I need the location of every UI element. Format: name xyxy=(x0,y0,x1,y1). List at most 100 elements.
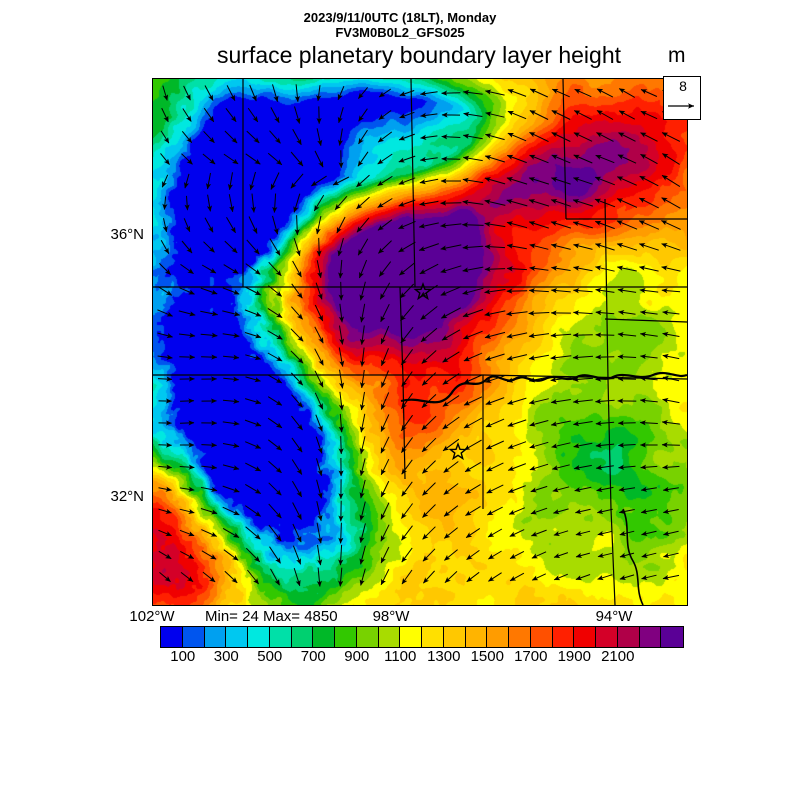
wind-vector-arrow xyxy=(338,544,344,566)
wind-vector-arrow xyxy=(484,155,505,163)
wind-vector-arrow xyxy=(311,175,327,187)
wind-vector-arrow xyxy=(267,352,283,362)
colorbar-tick: 1500 xyxy=(470,648,504,665)
wind-vector-arrow xyxy=(223,354,240,360)
colorbar-segment xyxy=(596,627,618,647)
colorbar-segment xyxy=(204,627,227,647)
wind-vector-arrow xyxy=(597,552,613,558)
wind-vector-arrow xyxy=(380,392,390,410)
wind-vector-arrow xyxy=(617,332,637,338)
wind-vector-arrow xyxy=(639,265,659,272)
wind-vector-arrow xyxy=(509,572,525,582)
wind-vector-arrow xyxy=(380,480,390,498)
wind-vector-arrow xyxy=(661,243,681,251)
wind-vector-arrow xyxy=(378,240,392,254)
wind-vector-arrow xyxy=(339,369,345,389)
wind-vector-arrow xyxy=(486,506,503,516)
wind-vector-arrow xyxy=(574,486,592,493)
wind-vector-arrow xyxy=(551,464,570,471)
wind-vector-arrow xyxy=(246,130,260,144)
colorbar[interactable] xyxy=(160,626,684,648)
wind-vector-arrow xyxy=(465,483,481,495)
wind-vector-arrow xyxy=(661,174,681,188)
wind-vector-arrow xyxy=(314,326,324,344)
wind-vector-arrow xyxy=(465,505,481,517)
wind-vector-arrow xyxy=(359,458,366,476)
wind-vector-arrow xyxy=(377,175,393,187)
wind-vector-arrow xyxy=(619,574,635,581)
colorbar-segment xyxy=(291,627,314,647)
wind-vector-arrow xyxy=(574,88,592,98)
wind-vector-arrow xyxy=(357,238,369,256)
wind-vector-arrow xyxy=(484,221,506,228)
wind-vector-arrow xyxy=(420,90,438,97)
wind-vector-arrow xyxy=(464,461,482,473)
wind-vector-arrow xyxy=(616,243,638,251)
wind-vector-arrow xyxy=(157,376,173,382)
wind-vector-arrow xyxy=(573,288,593,294)
wind-vector-arrow xyxy=(398,177,416,185)
wind-vector-arrow xyxy=(291,437,303,453)
wind-vector-arrow xyxy=(338,259,344,279)
wind-vector-arrow xyxy=(487,528,503,538)
wind-vector-arrow xyxy=(662,464,680,470)
boundary-line xyxy=(562,79,567,220)
wind-vector-arrow xyxy=(507,132,527,142)
wind-vector-arrow xyxy=(462,222,484,228)
wind-vector-arrow xyxy=(157,332,173,339)
wind-vector-arrow xyxy=(422,548,436,562)
wind-vector-arrow xyxy=(160,130,170,144)
wind-vector-arrow xyxy=(401,481,413,497)
wind-vector-arrow xyxy=(440,286,462,296)
wind-vector-arrow xyxy=(267,374,283,384)
wind-vector-arrow xyxy=(398,220,416,230)
wind-vector-arrow xyxy=(398,133,415,141)
map-plot-area[interactable] xyxy=(152,78,688,606)
wind-vector-arrow xyxy=(245,526,261,540)
wind-vector-arrow xyxy=(419,263,439,275)
wind-vector-arrow xyxy=(573,132,593,142)
wind-vector-arrow xyxy=(224,570,238,584)
wind-vector-arrow xyxy=(485,89,505,96)
wind-vector-arrow xyxy=(380,436,390,454)
wind-vector-arrow xyxy=(316,85,322,102)
wind-vector-arrow xyxy=(661,420,680,426)
wind-vector-arrow xyxy=(201,550,217,560)
wind-vector-arrow xyxy=(442,351,460,363)
wind-vector-arrow xyxy=(550,288,571,294)
wind-vector-arrow xyxy=(358,129,368,145)
wind-vector-arrow xyxy=(530,507,548,515)
wind-vector-arrow xyxy=(359,370,366,389)
wind-vector-arrow xyxy=(506,199,528,207)
wind-vector-arrow xyxy=(294,106,301,124)
wind-vector-arrow xyxy=(509,550,525,560)
wind-vector-arrow xyxy=(551,88,570,98)
wind-vector-arrow xyxy=(244,309,262,317)
wind-vector-arrow xyxy=(401,547,413,563)
wind-vector-arrow xyxy=(179,486,195,492)
wind-vector-arrow xyxy=(161,107,169,123)
wind-vector-arrow xyxy=(338,567,344,587)
wind-vector-arrow xyxy=(638,197,659,209)
wind-vector-arrow xyxy=(443,527,459,539)
wind-vector-arrow xyxy=(595,243,615,251)
wind-vector-arrow xyxy=(332,176,350,186)
wind-vector-arrow xyxy=(641,552,657,558)
wind-vector-arrow xyxy=(618,508,635,514)
wind-vector-arrow xyxy=(400,349,414,366)
colorbar-tick: 2100 xyxy=(601,648,635,665)
colorbar-segment xyxy=(465,627,488,647)
wind-vector-arrow xyxy=(419,178,439,185)
wind-vector-arrow xyxy=(551,132,571,142)
wind-vector-arrow xyxy=(226,85,236,101)
wind-vector-arrow xyxy=(421,415,437,431)
wind-vector-arrow xyxy=(418,222,439,229)
wind-vector-arrow xyxy=(334,195,348,211)
wind-vector-arrow xyxy=(466,549,480,561)
wind-vector-arrow xyxy=(595,376,615,382)
wind-vector-arrow xyxy=(356,217,370,233)
wind-vector-arrow xyxy=(640,110,658,120)
wind-vector-arrow xyxy=(640,132,658,142)
wind-vector-arrow xyxy=(572,354,594,360)
colorbar-tick: 1300 xyxy=(427,648,461,665)
